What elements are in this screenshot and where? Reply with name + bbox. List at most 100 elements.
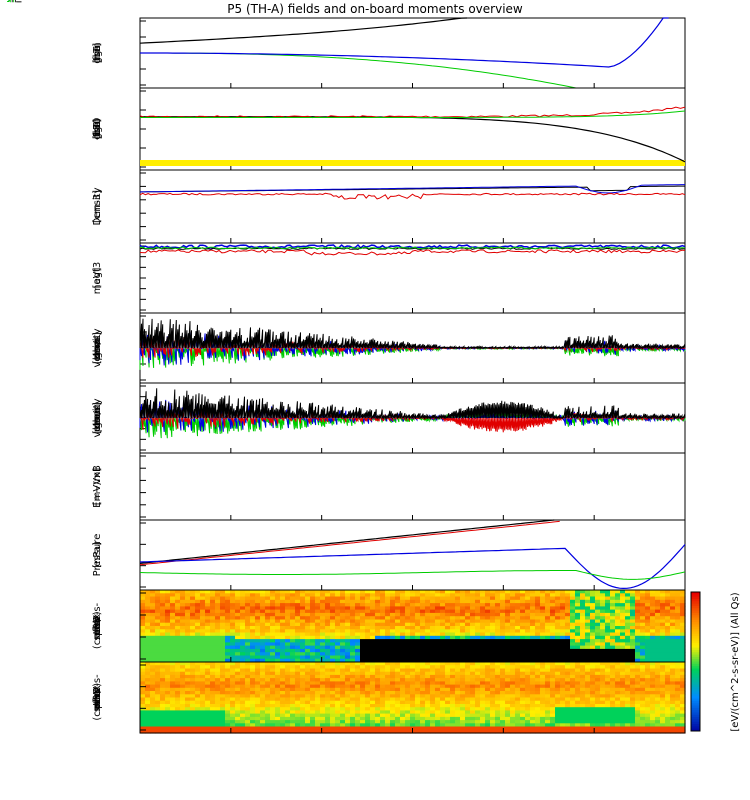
- heat-cell: [140, 716, 146, 721]
- heat-cell: [575, 599, 581, 604]
- heat-cell: [230, 700, 236, 705]
- heat-cell: [170, 674, 176, 679]
- heat-cell: [340, 616, 346, 621]
- heat-cell: [485, 655, 491, 660]
- heat-cell: [600, 687, 606, 692]
- heat-cell: [390, 606, 396, 611]
- heat-cell: [505, 590, 511, 594]
- heat-cell: [235, 606, 241, 611]
- heat-cell: [160, 655, 166, 660]
- heat-cell: [310, 612, 316, 617]
- heat-cell: [615, 596, 621, 601]
- heat-cell: [435, 622, 441, 627]
- heat-cell: [505, 697, 511, 702]
- heat-cell: [640, 648, 646, 653]
- heat-cell: [485, 723, 491, 728]
- heat-cell: [455, 603, 461, 607]
- heat-cell: [490, 652, 496, 657]
- ylabel-line: gsm: [92, 118, 103, 139]
- heat-cell: [550, 713, 556, 718]
- heat-cell: [340, 700, 346, 705]
- heat-cell: [300, 626, 306, 630]
- heat-cell: [585, 645, 591, 650]
- heat-cell: [595, 710, 601, 715]
- heat-cell: [435, 704, 441, 708]
- heat-cell: [420, 648, 426, 653]
- heat-cell: [660, 700, 666, 705]
- heat-cell: [270, 707, 276, 711]
- page-title: P5 (TH-A) fields and on-board moments ov…: [227, 2, 523, 16]
- heat-cell: [575, 658, 581, 663]
- heat-cell: [525, 616, 531, 621]
- heat-cell: [205, 723, 211, 728]
- heat-cell: [570, 684, 576, 689]
- legend-Ti||: Ti||: [0, 0, 15, 3]
- heat-cell: [170, 609, 176, 614]
- heat-cell: [445, 642, 451, 647]
- heat-cell: [490, 596, 496, 601]
- heat-cell: [540, 609, 546, 614]
- heat-cell: [355, 626, 361, 630]
- heat-cell: [645, 729, 651, 734]
- heat-cell: [475, 681, 481, 686]
- heat-cell: [525, 603, 531, 607]
- heat-cell: [385, 720, 391, 724]
- heat-cell: [195, 603, 201, 607]
- heat-cell: [155, 639, 161, 643]
- heat-cell: [440, 707, 446, 711]
- heat-cell: [640, 720, 646, 724]
- heat-cell: [405, 652, 411, 657]
- heat-cell: [370, 707, 376, 711]
- heat-cell: [585, 665, 591, 669]
- heat-cell: [635, 694, 641, 699]
- heat-cell: [615, 668, 621, 673]
- heat-cell: [350, 639, 356, 643]
- heat-cell: [255, 707, 261, 711]
- heat-cell: [460, 606, 466, 611]
- heat-cell: [445, 658, 451, 663]
- heat-cell: [330, 629, 336, 634]
- heat-cell: [320, 707, 326, 711]
- heat-cell: [275, 642, 281, 647]
- heat-cell: [175, 642, 181, 647]
- heat-cell: [425, 619, 431, 624]
- heat-cell: [360, 632, 366, 637]
- heat-cell: [545, 704, 551, 708]
- heat-cell: [650, 723, 656, 728]
- heat-cell: [190, 609, 196, 614]
- heat-cell: [595, 642, 601, 647]
- heat-cell: [450, 606, 456, 611]
- heat-cell: [540, 697, 546, 702]
- heat-cell: [645, 609, 651, 614]
- heat-cell: [665, 694, 671, 699]
- heat-cell: [570, 713, 576, 718]
- heat-cell: [575, 697, 581, 702]
- heat-cell: [325, 596, 331, 601]
- heat-cell: [365, 596, 371, 601]
- heat-cell: [460, 626, 466, 630]
- heat-cell: [460, 635, 466, 640]
- heat-cell: [520, 707, 526, 711]
- heat-cell: [580, 616, 586, 621]
- heat-cell: [660, 648, 666, 653]
- heat-cell: [630, 612, 636, 617]
- heat-cell: [515, 652, 521, 657]
- heat-cell: [415, 716, 421, 721]
- ylabel-line: eV/: [92, 617, 103, 634]
- heat-cell: [155, 642, 161, 647]
- heat-cell: [190, 681, 196, 686]
- heat-cell: [195, 599, 201, 604]
- heat-cell: [555, 694, 561, 699]
- heat-cell: [380, 668, 386, 673]
- heat-cell: [285, 599, 291, 604]
- legend-by: by: [0, 0, 12, 3]
- heat-cell: [380, 662, 386, 666]
- heat-cell: [665, 593, 671, 598]
- heat-cell: [585, 704, 591, 708]
- heat-cell: [390, 697, 396, 702]
- heat-cell: [325, 720, 331, 724]
- heat-cell: [545, 652, 551, 657]
- heat-cell: [405, 704, 411, 708]
- legend-Vt: Vt: [0, 0, 11, 3]
- heat-cell: [385, 729, 391, 734]
